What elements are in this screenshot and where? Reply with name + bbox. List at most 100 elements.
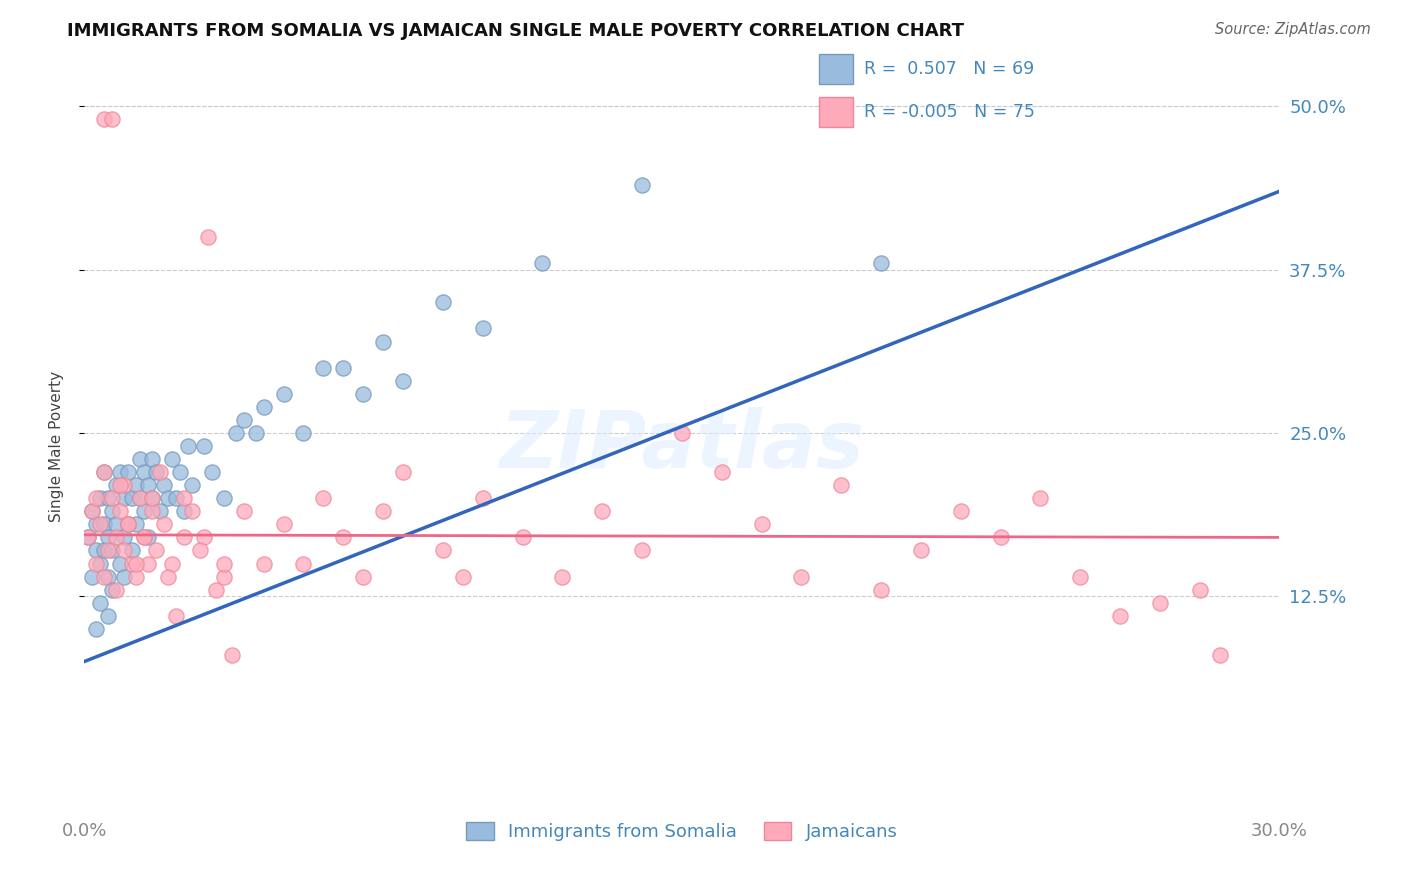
Point: [101, 491, 124, 506]
Point: [312, 491, 335, 506]
Point: [132, 530, 156, 544]
Point: [110, 557, 132, 571]
Point: [110, 465, 132, 479]
Bar: [818, 54, 853, 84]
Text: Source: ZipAtlas.com: Source: ZipAtlas.com: [1215, 22, 1371, 37]
Point: [432, 295, 454, 310]
Point: [125, 517, 148, 532]
Point: [132, 465, 156, 479]
Point: [101, 543, 124, 558]
Point: [145, 543, 167, 558]
Point: [751, 517, 773, 532]
Text: ZIPatlas: ZIPatlas: [499, 407, 865, 485]
Point: [86, 557, 108, 571]
Point: [101, 582, 124, 597]
Point: [1149, 596, 1171, 610]
Point: [197, 230, 219, 244]
Point: [93, 465, 115, 479]
Point: [157, 491, 180, 506]
Point: [77, 530, 100, 544]
Point: [141, 504, 163, 518]
Point: [149, 504, 172, 518]
Point: [105, 530, 128, 544]
Point: [112, 478, 135, 492]
Point: [97, 530, 120, 544]
Point: [86, 543, 108, 558]
Bar: [818, 97, 853, 127]
Point: [153, 478, 176, 492]
Point: [273, 386, 295, 401]
Point: [121, 491, 143, 506]
Point: [165, 608, 187, 623]
Point: [157, 569, 180, 583]
Point: [93, 517, 115, 532]
Point: [129, 491, 152, 506]
Point: [870, 582, 893, 597]
Point: [193, 439, 215, 453]
Point: [97, 608, 120, 623]
Point: [125, 478, 148, 492]
Point: [121, 557, 143, 571]
Point: [188, 543, 211, 558]
Point: [373, 334, 395, 349]
Point: [153, 517, 176, 532]
Point: [129, 491, 152, 506]
Point: [101, 504, 124, 518]
Point: [89, 596, 111, 610]
Text: IMMIGRANTS FROM SOMALIA VS JAMAICAN SINGLE MALE POVERTY CORRELATION CHART: IMMIGRANTS FROM SOMALIA VS JAMAICAN SING…: [67, 22, 965, 40]
Point: [149, 465, 172, 479]
Point: [710, 465, 733, 479]
Point: [117, 517, 139, 532]
Point: [112, 543, 135, 558]
Point: [82, 504, 104, 518]
Point: [169, 465, 191, 479]
Point: [671, 425, 693, 440]
Point: [129, 452, 152, 467]
Point: [1209, 648, 1232, 662]
Point: [112, 491, 135, 506]
Point: [193, 530, 215, 544]
Point: [97, 569, 120, 583]
Point: [212, 557, 235, 571]
Point: [160, 557, 183, 571]
Point: [125, 557, 148, 571]
Point: [432, 543, 454, 558]
Point: [451, 569, 474, 583]
Point: [117, 517, 139, 532]
Point: [112, 530, 135, 544]
Point: [121, 543, 143, 558]
Y-axis label: Single Male Poverty: Single Male Poverty: [49, 370, 63, 522]
Point: [93, 465, 115, 479]
Point: [82, 504, 104, 518]
Point: [201, 465, 224, 479]
Point: [253, 557, 276, 571]
Point: [89, 491, 111, 506]
Point: [512, 530, 534, 544]
Point: [86, 517, 108, 532]
Point: [392, 374, 415, 388]
Point: [373, 504, 395, 518]
Point: [145, 465, 167, 479]
Point: [591, 504, 613, 518]
Point: [141, 491, 163, 506]
Point: [221, 648, 243, 662]
Point: [136, 557, 159, 571]
Point: [232, 413, 254, 427]
Point: [790, 569, 813, 583]
Point: [93, 112, 115, 127]
Point: [225, 425, 247, 440]
Point: [82, 569, 104, 583]
Point: [160, 452, 183, 467]
Point: [97, 543, 120, 558]
Point: [136, 478, 159, 492]
Point: [173, 530, 195, 544]
Point: [245, 425, 267, 440]
Point: [292, 425, 315, 440]
Point: [89, 517, 111, 532]
Point: [1029, 491, 1052, 506]
Point: [471, 321, 494, 335]
Point: [77, 530, 100, 544]
Point: [86, 491, 108, 506]
Point: [165, 491, 187, 506]
Point: [910, 543, 932, 558]
